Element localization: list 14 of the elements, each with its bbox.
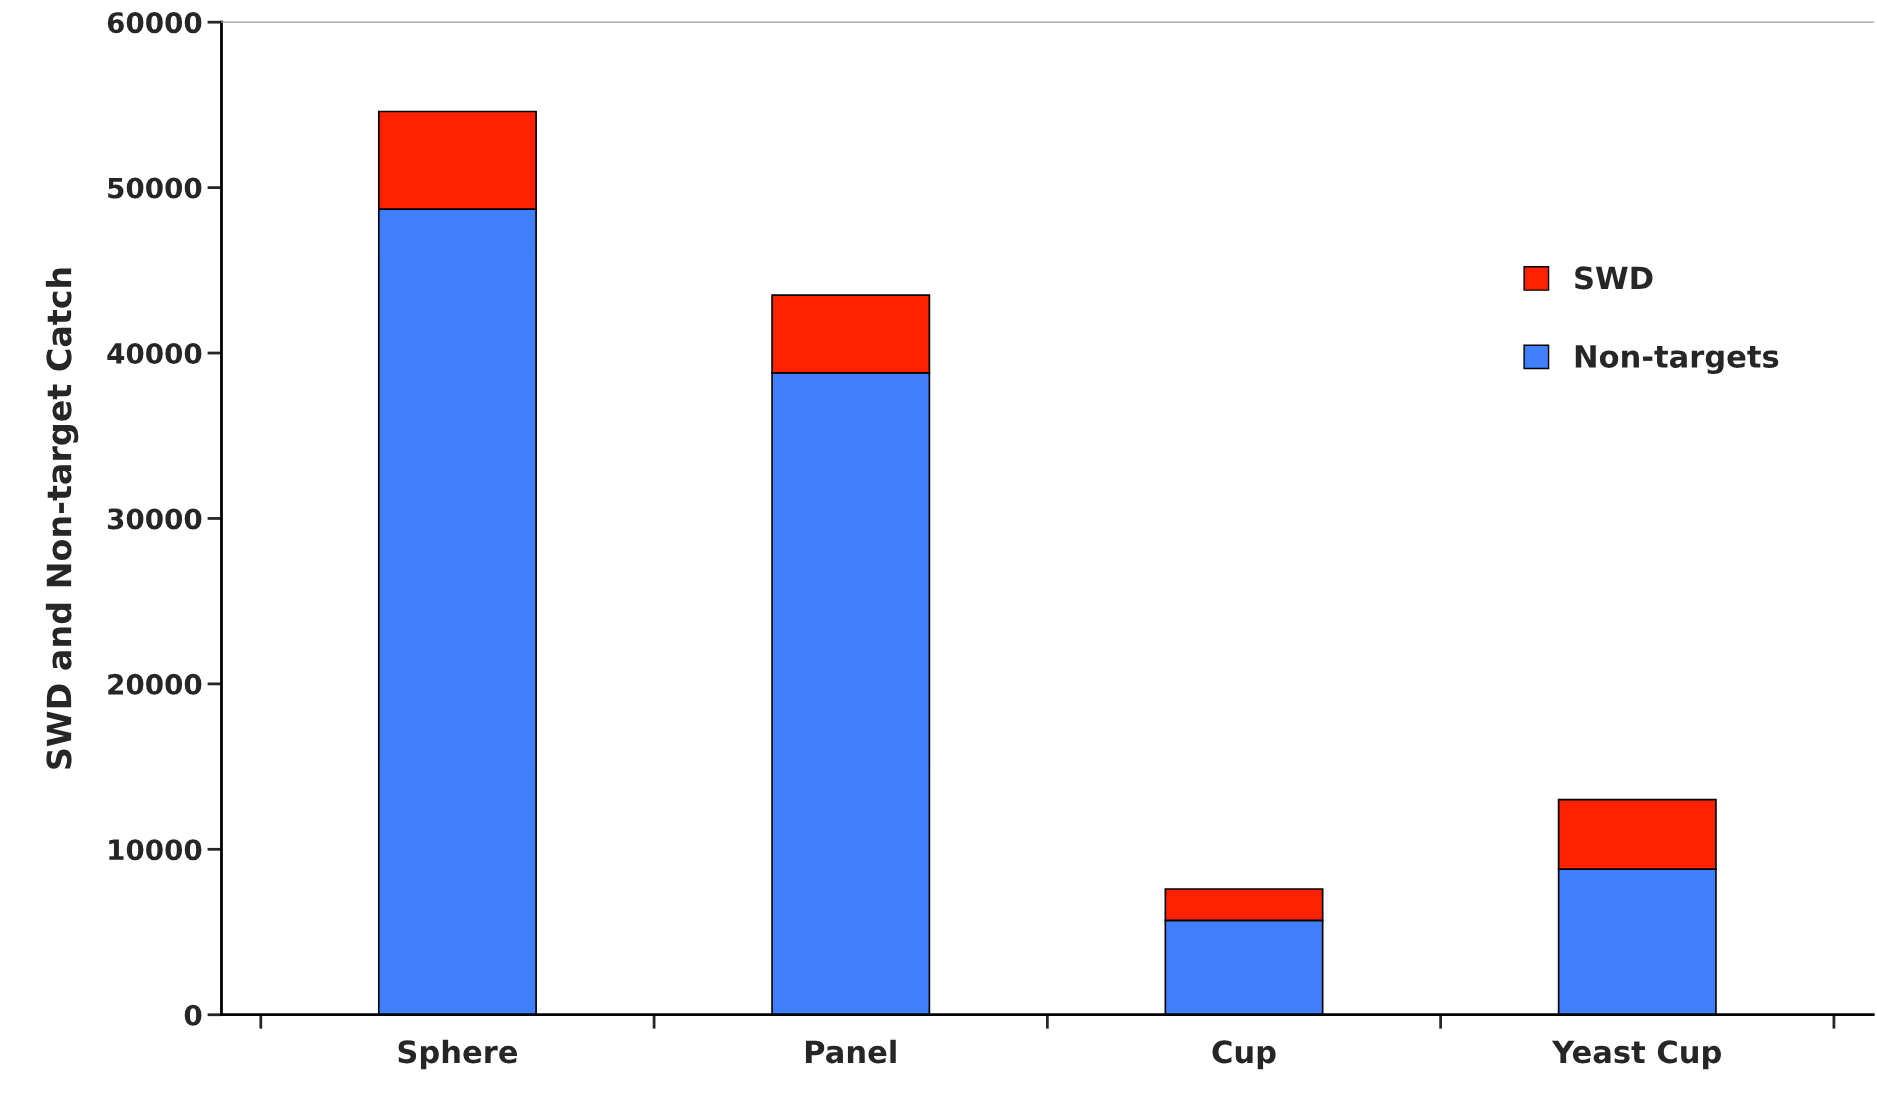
y-tick-label: 50000 [108,177,202,199]
x-tick-label: Panel [805,1039,896,1064]
y-tick-label: 10000 [109,839,202,861]
y-tick-label: 0 [184,1004,202,1026]
y-tick-label: 30000 [107,508,202,530]
x-tick-label: Cup [1212,1040,1276,1070]
y-axis-title: SWD and Non-target Catch [45,268,79,769]
x-tick-label: Sphere [398,1039,518,1070]
x-tick-label: Yeast Cup [1551,1040,1721,1070]
y-tick-label: 40000 [107,342,202,364]
y-tick-label: 20000 [108,673,202,695]
legend-label: SWD [1575,266,1653,290]
y-tick-label: 60000 [107,12,202,34]
legend-label: Non-targets [1575,345,1779,375]
